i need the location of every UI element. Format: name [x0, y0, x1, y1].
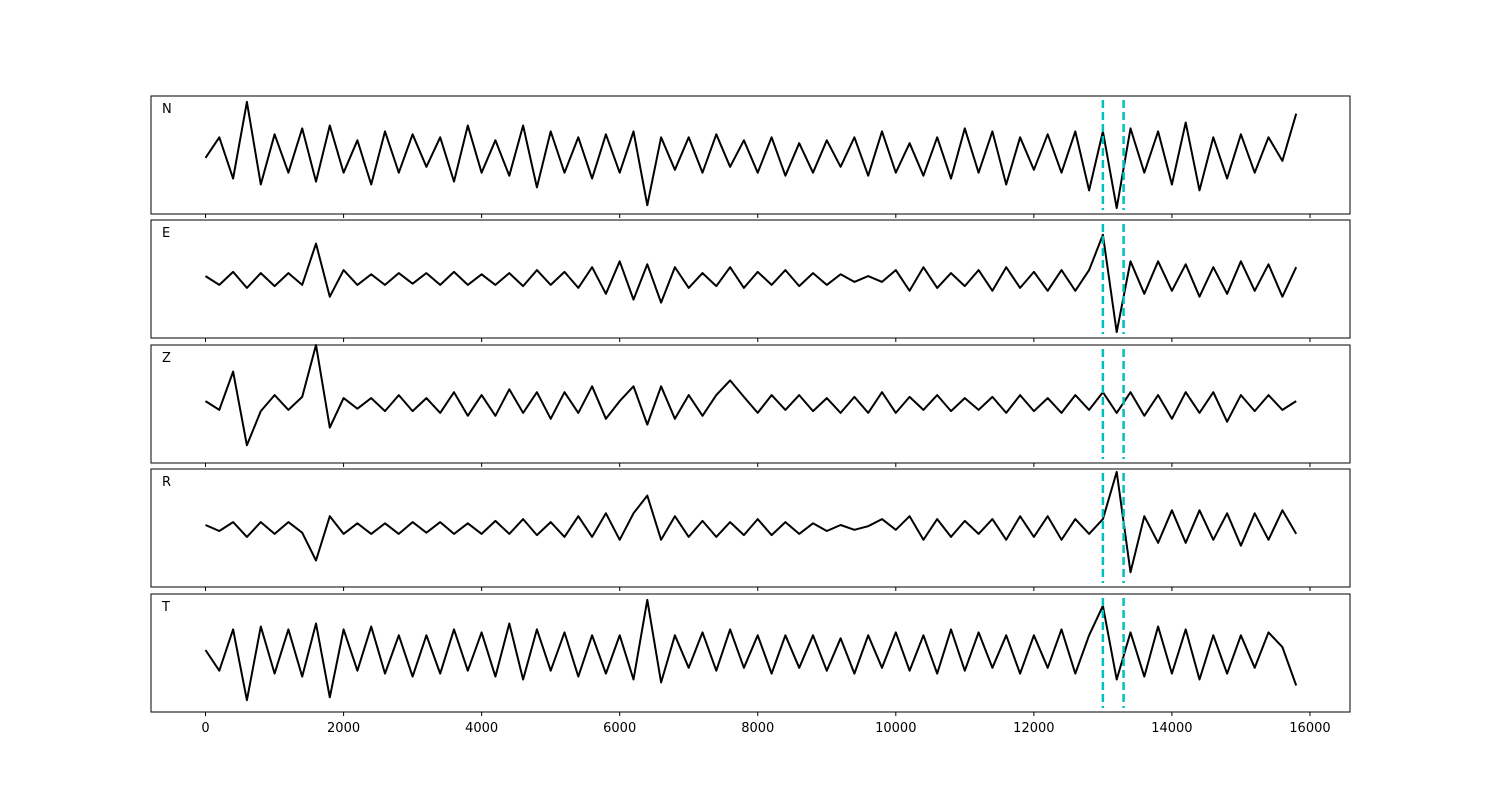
trace — [204, 100, 1298, 210]
x-tick-label: 8000 — [741, 721, 774, 736]
trace — [204, 233, 1298, 334]
panel-label: Z — [162, 351, 171, 366]
panel-label: N — [162, 102, 172, 117]
panel-label: E — [162, 226, 170, 241]
trace — [205, 470, 1298, 574]
panel-label: R — [162, 475, 171, 490]
x-tick-label: 14000 — [1151, 721, 1192, 736]
x-tick-label: 0 — [201, 721, 209, 736]
x-tick-label: 16000 — [1289, 721, 1330, 736]
trace — [204, 598, 1298, 702]
x-tick-label: 10000 — [875, 721, 916, 736]
x-tick-label: 2000 — [327, 721, 360, 736]
x-tick-label: 12000 — [1013, 721, 1054, 736]
x-tick-label: 4000 — [465, 721, 498, 736]
x-tick-label: 6000 — [603, 721, 636, 736]
trace — [204, 344, 1297, 447]
panel-label: T — [161, 600, 170, 615]
